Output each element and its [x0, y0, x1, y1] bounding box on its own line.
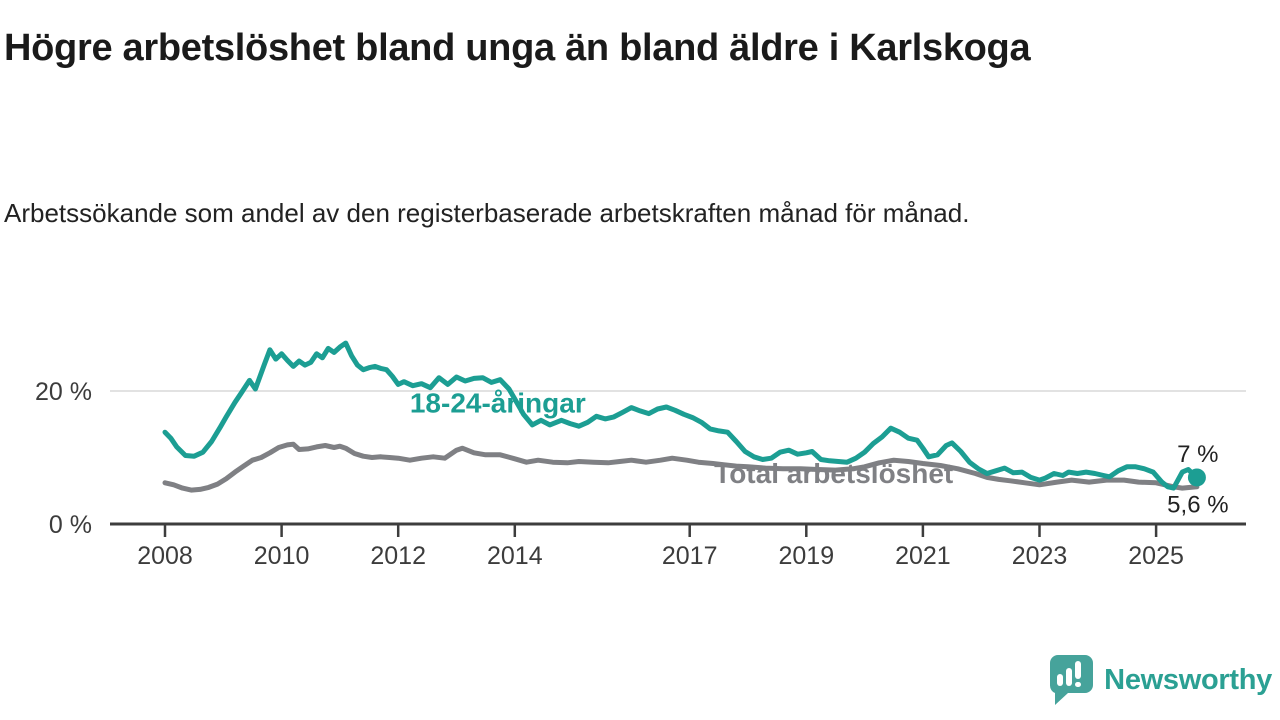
- logo-bar-1: [1057, 674, 1064, 686]
- y-tick-label-20: 20 %: [35, 378, 92, 406]
- series-end-dot-18-24-åringar: [1187, 468, 1206, 487]
- x-tick-label-2008: 2008: [137, 542, 193, 570]
- series-label-Total arbetslöshet: Total arbetslöshet: [714, 458, 953, 489]
- chart-subtitle: Arbetssökande som andel av den registerb…: [4, 198, 970, 228]
- newsworthy-logo: Newsworthy: [1048, 654, 1272, 706]
- x-tick-label-2021: 2021: [895, 542, 951, 570]
- logo-exclamation-dot: [1075, 682, 1082, 687]
- page-title: Högre arbetslöshet bland unga än bland ä…: [4, 27, 1031, 69]
- x-tick-label-2019: 2019: [778, 542, 834, 570]
- logo-exclamation-stroke: [1075, 661, 1082, 679]
- series-line-Total arbetslöshet: [162, 441, 1200, 493]
- newsworthy-logo-icon: [1050, 655, 1094, 705]
- series-label-18-24-åringar: 18-24-åringar: [410, 387, 586, 418]
- unemployment-line-chart: 0 % 20 % 2008 2010 2012 2014 2017 2019 2021 2023 2…: [35, 340, 1246, 570]
- end-value-label-1: 5,6 %: [1167, 492, 1228, 519]
- end-value-label-0: 7 %: [1177, 441, 1218, 468]
- y-tick-label-0: 0 %: [49, 511, 92, 539]
- x-tick-label-2014: 2014: [487, 542, 543, 570]
- x-tick-label-2017: 2017: [662, 542, 718, 570]
- x-tick-label-2010: 2010: [254, 542, 310, 570]
- x-tick-label-2025: 2025: [1128, 542, 1184, 570]
- newsworthy-wordmark: Newsworthy: [1104, 663, 1272, 696]
- logo-bar-2: [1066, 668, 1073, 686]
- series-line-18-24-åringar: [162, 340, 1200, 491]
- x-tick-label-2012: 2012: [370, 542, 426, 570]
- x-tick-label-2023: 2023: [1012, 542, 1068, 570]
